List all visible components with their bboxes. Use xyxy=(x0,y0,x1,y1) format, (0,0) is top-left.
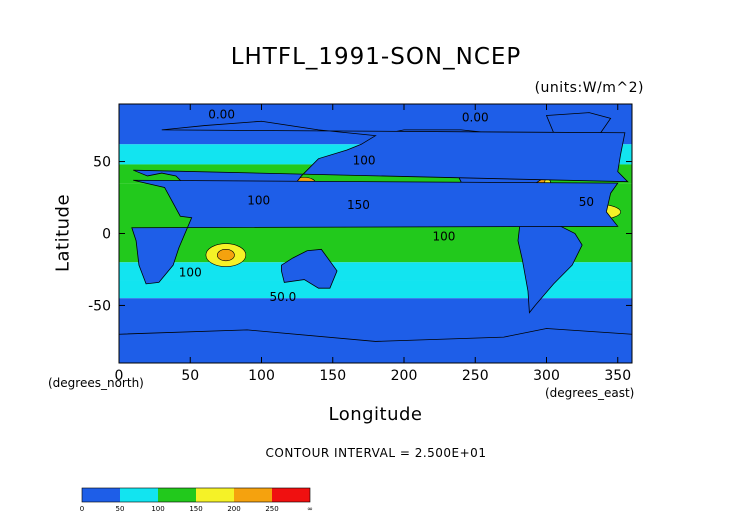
field-patch xyxy=(217,249,235,262)
x-tick-label: 0 xyxy=(115,368,124,384)
contour-label: 100 xyxy=(179,266,202,280)
colorbar-frame xyxy=(81,487,311,503)
contour-interval-label: CONTOUR INTERVAL = 2.500E+01 xyxy=(265,446,487,460)
y-tick-label: 50 xyxy=(93,155,111,171)
field-band xyxy=(119,262,632,281)
colorbar-tick-label: 100 xyxy=(151,505,164,513)
colorbar-bin xyxy=(272,488,310,502)
land-region xyxy=(131,179,619,285)
contour-label: 50.0 xyxy=(270,290,297,304)
contour-label: 0.00 xyxy=(208,107,235,121)
x-tick-label: 200 xyxy=(391,368,418,384)
x-units-label: (degrees_east) xyxy=(545,386,635,400)
x-tick-label: 150 xyxy=(319,368,346,384)
colorbar-bin xyxy=(158,488,196,502)
colorbar-tick-label: 200 xyxy=(227,505,240,513)
y-tick-label: 0 xyxy=(102,227,111,243)
x-tick-label: 350 xyxy=(604,368,631,384)
land-region xyxy=(119,328,632,363)
x-tick-label: 250 xyxy=(462,368,489,384)
contour-label: 100 xyxy=(247,194,270,208)
contour-label: 150 xyxy=(347,198,370,212)
colorbar-tick-label: 250 xyxy=(265,505,278,513)
colorbar-bin xyxy=(234,488,272,502)
colorbar-tick-label: 150 xyxy=(189,505,202,513)
colorbar-tick-label: 0 xyxy=(80,505,84,513)
x-tick-label: 100 xyxy=(248,368,275,384)
colorbar-tick-label: 50 xyxy=(116,505,125,513)
land-region xyxy=(281,248,338,289)
land-region xyxy=(517,215,583,314)
units-label: (units:W/m^2) xyxy=(534,80,644,96)
x-tick-label: 300 xyxy=(533,368,560,384)
x-tick-label: 50 xyxy=(181,368,199,384)
y-units-label: (degrees_north) xyxy=(48,376,144,390)
y-tick-label: -50 xyxy=(88,298,111,314)
field-band xyxy=(119,280,632,299)
contour-label: 50 xyxy=(579,195,594,209)
colorbar-bin xyxy=(120,488,158,502)
colorbar-bin xyxy=(82,488,120,502)
x-axis-label: Longitude xyxy=(328,404,423,425)
contour-label: 100 xyxy=(353,153,376,167)
colorbar-bin xyxy=(196,488,234,502)
contour-label: 100 xyxy=(432,230,455,244)
chart-title: LHTFL_1991-SON_NCEP xyxy=(230,44,522,70)
contour-label: 0.00 xyxy=(462,110,489,124)
colorbar-tick-label: ∞ xyxy=(307,505,313,513)
